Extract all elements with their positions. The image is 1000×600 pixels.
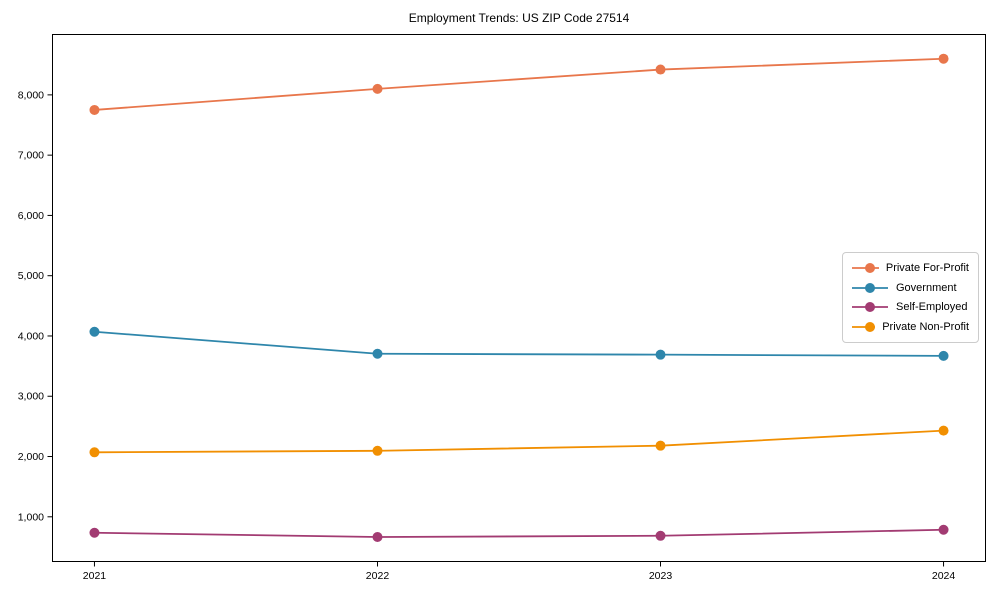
x-tick-label: 2024 [932,570,956,582]
x-tick-label: 2021 [83,570,107,582]
line-marker-icon [852,282,888,293]
legend-label: Private For-Profit [885,262,969,274]
y-tick-label: 2,000 [18,451,44,463]
line-marker-icon [852,321,876,332]
line-marker-icon [852,302,888,312]
data-point-self-employed [89,527,100,538]
series-line-private-non-profit [94,429,944,454]
data-point-self-employed [655,530,666,541]
y-tick-label: 3,000 [18,391,44,403]
series-line-private-for-profit [94,57,944,111]
legend-label: Private Non-Profit [882,320,969,333]
series-line-self-employed [94,528,944,538]
legend-label: Self-Employed [896,301,968,313]
data-point-private-non-profit [938,425,949,436]
series-line-government [94,330,944,357]
data-point-private-non-profit [89,447,100,458]
data-point-government [89,326,100,337]
x-tick-label: 2023 [649,570,673,582]
legend: Private For-Profit Government Self-Emplo… [842,252,979,343]
legend-item-self-employed: Self-Employed [851,299,969,315]
data-point-private-for-profit [89,104,100,115]
line-marker-icon [852,263,879,273]
y-tick-label: 4,000 [18,330,44,342]
data-point-self-employed [938,524,949,535]
legend-item-private-for-profit: Private For-Profit [851,260,969,276]
y-tick-label: 7,000 [18,150,44,162]
data-point-private-for-profit [938,53,949,64]
legend-item-private-non-profit: Private Non-Profit [851,319,969,335]
data-point-private-non-profit [655,440,666,451]
y-tick-label: 5,000 [18,270,44,282]
y-tick-label: 8,000 [18,89,44,101]
axes-box [52,34,986,562]
y-tick-label: 1,000 [18,511,44,523]
x-tick-label: 2022 [366,570,390,582]
data-point-self-employed [372,531,383,542]
legend-item-government: Government [851,280,969,296]
data-point-private-for-profit [655,64,666,75]
chart-title: Employment Trends: US ZIP Code 27514 [408,11,630,25]
data-point-private-non-profit [372,445,383,456]
data-point-private-for-profit [372,83,383,94]
data-point-government [938,350,949,361]
y-tick-label: 6,000 [18,210,44,222]
legend-label: Government [896,281,957,294]
data-point-government [655,349,666,360]
data-point-government [372,348,383,359]
